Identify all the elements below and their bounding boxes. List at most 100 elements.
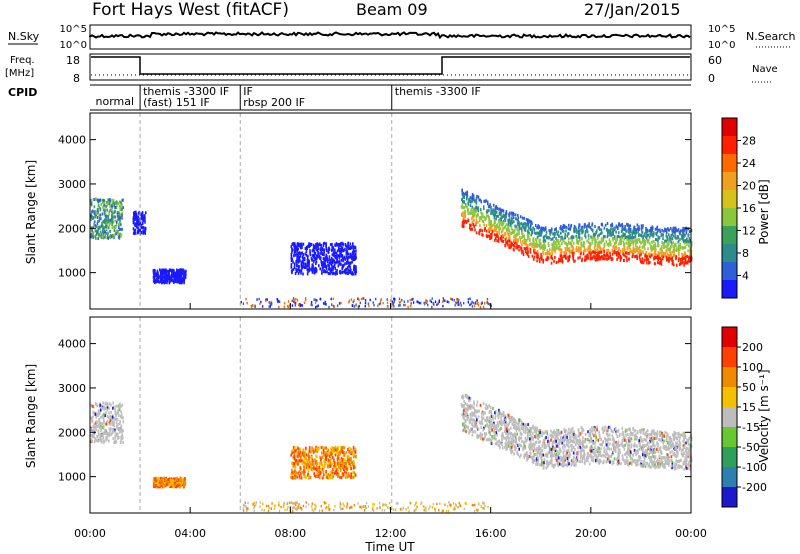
echo-cell <box>577 450 579 454</box>
echo-cell <box>99 198 101 202</box>
echo-cell <box>682 240 685 244</box>
echo-cell <box>105 436 107 440</box>
echo-cell <box>677 240 679 244</box>
echo-cell <box>559 248 562 252</box>
echo-cell <box>103 219 105 223</box>
echo-cell <box>561 242 563 246</box>
echo-cell <box>660 234 663 238</box>
echo-cell <box>512 231 515 235</box>
echo-cell <box>325 455 328 459</box>
echo-cell <box>305 465 308 469</box>
echo-cell <box>105 222 107 226</box>
echo-cell <box>564 233 566 236</box>
echo-cell <box>585 254 588 258</box>
echo-cell <box>491 224 494 228</box>
echo-cell <box>656 244 659 248</box>
echo-cell <box>525 239 528 242</box>
echo-cell <box>98 225 100 229</box>
echo-cell <box>322 252 324 256</box>
echo-cell <box>523 234 526 238</box>
echo-cell <box>319 267 321 271</box>
y-tick-label: 4000 <box>58 134 86 147</box>
echo-cell <box>252 304 254 307</box>
echo-cell <box>315 269 318 273</box>
echo-cell <box>326 257 328 261</box>
cpid-segment-label: IF <box>243 85 253 98</box>
echo-cell <box>529 247 532 251</box>
echo-cell <box>333 264 335 268</box>
echo-cell <box>108 439 110 443</box>
echo-cell <box>134 217 137 221</box>
echo-cell <box>294 304 296 307</box>
echo-cell <box>353 305 356 308</box>
echo-cell <box>665 258 668 262</box>
echo-cell <box>535 448 537 452</box>
echo-cell <box>479 198 482 202</box>
echo-cell <box>336 447 338 451</box>
echo-cell <box>616 257 618 261</box>
echo-cell <box>178 485 181 489</box>
echo-cell <box>303 266 306 269</box>
echo-cell <box>158 275 160 279</box>
echo-cell <box>603 257 606 261</box>
echo-cell <box>668 228 671 232</box>
echo-cell <box>581 231 583 235</box>
echo-cell <box>584 248 586 252</box>
echo-cell <box>142 226 145 230</box>
echo-cell <box>295 248 297 252</box>
echo-cell <box>95 225 98 229</box>
echo-cell <box>662 233 664 237</box>
echo-cell <box>554 228 556 232</box>
echo-cell <box>337 454 340 458</box>
echo-cell <box>501 229 504 233</box>
echo-cell <box>670 226 672 230</box>
echo-cell <box>90 198 93 202</box>
echo-cell <box>678 244 681 248</box>
echo-cell <box>648 235 651 239</box>
echo-cell <box>95 420 97 424</box>
echo-cell <box>551 431 554 435</box>
echo-cell <box>643 244 645 248</box>
echo-cell <box>642 235 644 239</box>
echo-cell <box>490 412 492 415</box>
echo-cell <box>143 230 145 234</box>
echo-cell <box>102 406 105 410</box>
echo-cell <box>309 253 312 257</box>
echo-cell <box>545 234 547 237</box>
echo-cell <box>342 473 345 477</box>
echo-cell <box>325 472 327 476</box>
echo-cell <box>513 244 516 248</box>
echo-cell <box>629 248 632 252</box>
echo-cell <box>627 227 630 231</box>
echo-cell <box>478 231 480 235</box>
echo-cell <box>580 247 582 251</box>
echo-cell <box>495 224 498 227</box>
echo-cell <box>434 300 437 303</box>
echo-cell <box>515 238 517 242</box>
echo-cell <box>604 428 606 432</box>
echo-cell <box>164 277 167 281</box>
echo-cell <box>352 268 355 272</box>
echo-cell <box>346 245 348 249</box>
echo-cell <box>646 228 648 232</box>
echo-cell <box>162 271 164 275</box>
echo-cell <box>459 301 462 305</box>
echo-cell <box>315 260 318 264</box>
echo-cell <box>645 232 648 236</box>
echo-cell <box>287 300 290 303</box>
echo-cell <box>630 443 633 447</box>
echo-cell <box>480 200 483 204</box>
echo-cell <box>305 453 308 457</box>
echo-cell <box>431 305 433 309</box>
echo-cell <box>343 446 346 450</box>
echo-cell <box>679 246 681 250</box>
echo-cell <box>577 247 580 251</box>
echo-cell <box>403 300 406 303</box>
echo-cell <box>587 430 589 434</box>
echo-cell <box>335 469 338 473</box>
echo-cell <box>269 305 271 308</box>
echo-cell <box>628 239 630 242</box>
echo-cell <box>684 258 687 262</box>
freq-strip <box>89 53 692 81</box>
echo-cell <box>355 256 357 260</box>
